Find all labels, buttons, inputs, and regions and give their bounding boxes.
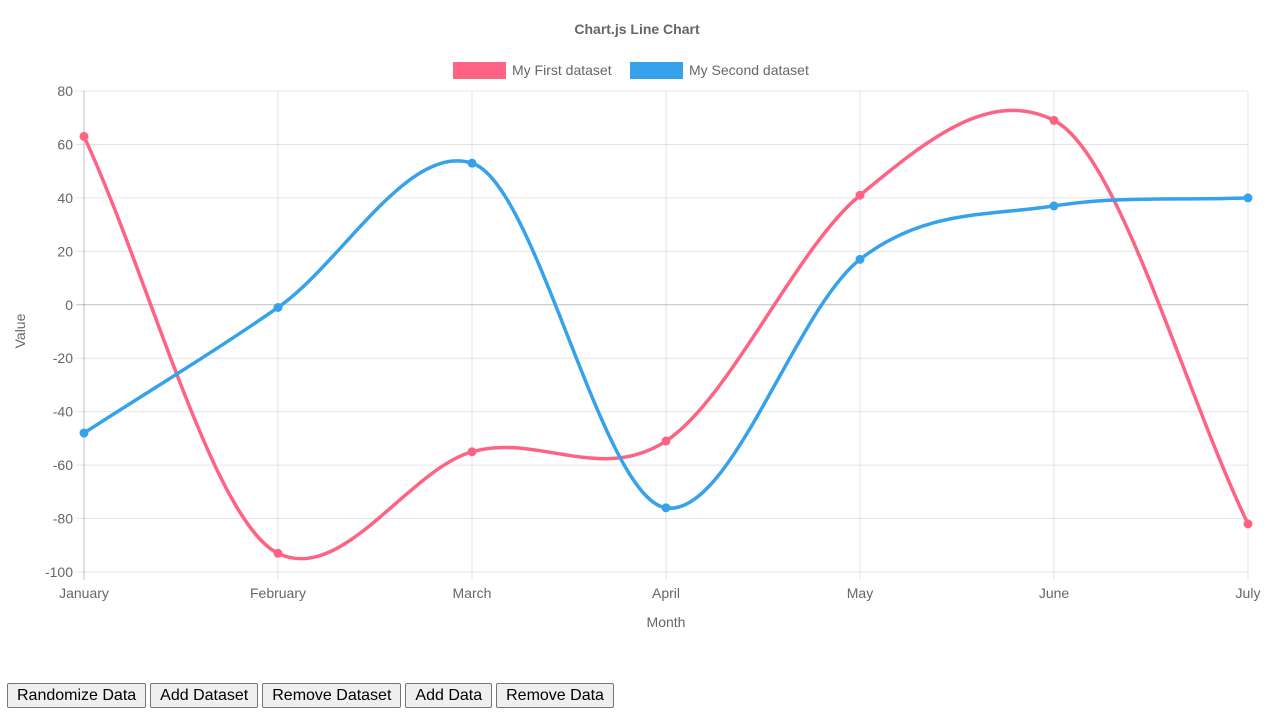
data-point[interactable] <box>855 254 865 264</box>
x-tick-label: February <box>250 585 306 601</box>
chart-title: Chart.js Line Chart <box>574 21 700 37</box>
legend-swatch-second-dataset <box>630 62 683 79</box>
series-line <box>82 159 1250 510</box>
data-point[interactable] <box>1049 115 1059 125</box>
x-tick-label: March <box>453 585 492 601</box>
x-tick-label: April <box>652 585 680 601</box>
chart-tick-labels: 80 60 40 20 0 -20 -40 -60 -80 -100 January February… <box>45 83 1260 601</box>
data-point[interactable] <box>661 503 671 513</box>
legend-label-first-dataset: My First dataset <box>512 62 612 78</box>
add-data-button[interactable]: Add Data <box>405 683 493 708</box>
x-axis-title: Month <box>647 614 686 630</box>
chart-series <box>79 108 1253 561</box>
y-tick-label: -100 <box>45 564 73 580</box>
x-tick-label: May <box>847 585 873 601</box>
legend-label-second-dataset: My Second dataset <box>689 62 809 78</box>
data-point[interactable] <box>1243 193 1253 203</box>
data-point[interactable] <box>1243 519 1253 529</box>
y-tick-label: -80 <box>53 511 73 527</box>
data-point[interactable] <box>1049 201 1059 211</box>
series-1 <box>79 108 1253 561</box>
x-tick-label: July <box>1236 585 1261 601</box>
y-tick-label: 0 <box>65 297 73 313</box>
randomize-data-button[interactable]: Randomize Data <box>7 683 147 708</box>
data-point[interactable] <box>273 302 283 312</box>
add-dataset-button[interactable]: Add Dataset <box>150 683 259 708</box>
data-point[interactable] <box>855 190 865 200</box>
legend-item-first-dataset[interactable]: My First dataset <box>453 62 612 79</box>
legend-item-second-dataset[interactable]: My Second dataset <box>630 62 809 79</box>
y-tick-label: 80 <box>57 83 73 99</box>
x-tick-label: June <box>1039 585 1070 601</box>
chart-gridlines <box>76 90 1249 580</box>
chart-legend[interactable]: My First dataset My Second dataset <box>453 62 809 79</box>
remove-data-button[interactable]: Remove Data <box>496 683 614 708</box>
series-2 <box>79 158 1253 513</box>
data-point[interactable] <box>79 131 89 141</box>
x-tick-label: January <box>59 585 109 601</box>
y-axis-title: Value <box>12 313 28 348</box>
data-point[interactable] <box>79 428 89 438</box>
y-tick-label: 60 <box>57 136 73 152</box>
y-tick-label: 20 <box>57 243 73 259</box>
chart-svg: Chart.js Line Chart My First dataset My … <box>12 21 1260 630</box>
y-tick-label: 40 <box>57 190 73 206</box>
y-tick-label: -40 <box>53 404 73 420</box>
y-tick-label: -20 <box>53 350 73 366</box>
data-point[interactable] <box>661 436 671 446</box>
data-point[interactable] <box>467 158 477 168</box>
legend-swatch-first-dataset <box>453 62 506 79</box>
data-point[interactable] <box>467 447 477 457</box>
y-tick-label: -60 <box>53 457 73 473</box>
remove-dataset-button[interactable]: Remove Dataset <box>262 683 402 708</box>
data-point[interactable] <box>273 548 283 558</box>
chart-controls: Randomize Data Add Dataset Remove Datase… <box>7 683 614 708</box>
line-chart: Chart.js Line Chart My First dataset My … <box>12 21 1260 630</box>
